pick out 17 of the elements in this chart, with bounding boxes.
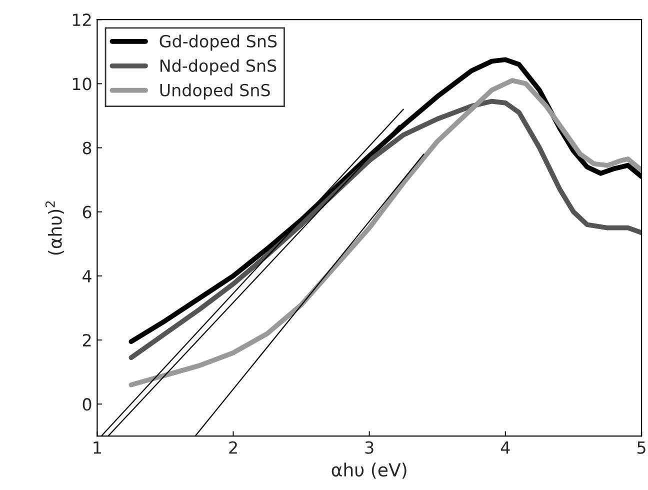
y-tick-label: 10 xyxy=(72,78,92,90)
x-axis-title: αhυ (eV) xyxy=(332,462,406,479)
y-axis-title: (αhυ)$^{2}$ xyxy=(45,201,64,255)
legend-label: Gd-doped SnS xyxy=(160,34,277,51)
y-tick-label: 8 xyxy=(82,142,92,154)
x-tick-label: 2 xyxy=(229,441,237,454)
y-tick-label: 4 xyxy=(82,270,92,282)
legend-label: Nd-doped SnS xyxy=(160,59,276,76)
y-tick-label: 2 xyxy=(82,334,91,346)
x-tick-label: 1 xyxy=(94,441,101,454)
x-tick-label: 4 xyxy=(500,441,510,454)
y-tick-label: 6 xyxy=(82,206,92,218)
x-tick-label: 3 xyxy=(365,441,374,454)
legend-label: Undoped SnS xyxy=(160,84,270,100)
x-tick-label: 5 xyxy=(638,441,646,454)
y-tick-label: 12 xyxy=(72,14,91,26)
y-tick-label: 0 xyxy=(82,398,92,411)
